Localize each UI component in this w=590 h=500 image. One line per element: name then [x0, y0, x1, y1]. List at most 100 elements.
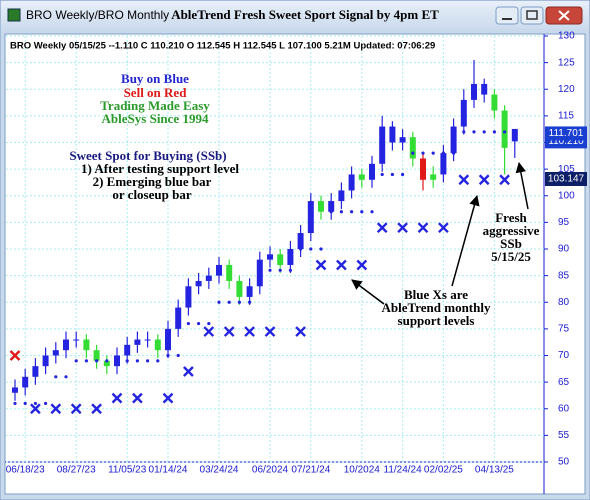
weekly-support-dot — [309, 247, 313, 251]
weekly-support-dot — [207, 321, 211, 326]
weekly-support-dot — [227, 300, 231, 304]
monthly-support-x — [478, 174, 490, 186]
x-tick-label: 06/2024 — [252, 465, 289, 476]
monthly-support-x — [376, 222, 388, 234]
monthly-support-x — [397, 222, 408, 234]
monthly-support-x — [264, 326, 276, 337]
monthly-support-x — [315, 259, 327, 271]
candle-body — [256, 259, 263, 287]
weekly-support-dot — [258, 268, 262, 272]
weekly-support-dot — [441, 151, 445, 155]
note: SSb — [500, 236, 522, 251]
y-tick-label: 55 — [558, 430, 570, 441]
y-tick-label: 60 — [558, 403, 570, 414]
weekly-support-dot — [23, 401, 27, 406]
price-label: 103.147 — [548, 174, 585, 185]
x-tick-label: 02/02/25 — [424, 465, 463, 476]
monthly-support-x — [111, 392, 123, 404]
weekly-support-dot — [197, 321, 201, 326]
candle-body — [32, 366, 39, 377]
candle-body — [307, 201, 314, 234]
candle-body — [471, 83, 477, 100]
maximize-button[interactable] — [520, 6, 544, 25]
chart-title: AbleTrend Fresh Sweet Sport Signal by 4p… — [171, 7, 439, 22]
candle-body — [236, 280, 243, 297]
price-label: 111.701 — [549, 128, 584, 139]
monthly-support-x — [499, 174, 510, 186]
weekly-support-dot — [248, 300, 252, 304]
weekly-support-dot — [482, 130, 486, 134]
weekly-support-dot — [176, 353, 180, 358]
candle-body — [175, 307, 182, 329]
candle-body — [409, 137, 416, 159]
weekly-support-dot — [299, 247, 303, 251]
candle-body — [420, 158, 426, 180]
note: 5/15/25 — [491, 249, 531, 264]
candle-body — [42, 355, 49, 367]
y-tick-label: 75 — [558, 324, 570, 335]
monthly-support-x — [223, 326, 235, 337]
note: 1) After testing support level — [81, 161, 239, 176]
candle-body — [63, 339, 69, 351]
x-tick-label: 11/24/24 — [384, 465, 423, 476]
candle-body — [165, 328, 171, 351]
weekly-support-dot — [421, 151, 425, 155]
candle-body — [338, 190, 345, 202]
monthly-support-x — [417, 222, 429, 234]
candle-body — [460, 99, 467, 127]
candle-body — [195, 280, 202, 287]
monthly-support-x — [183, 366, 194, 377]
weekly-support-dot — [84, 359, 88, 363]
weekly-support-dot — [288, 268, 292, 272]
candle-body — [267, 254, 273, 260]
note: AbleSys Since 1994 — [102, 111, 209, 126]
weekly-support-dot — [370, 210, 374, 214]
weekly-support-dot — [95, 359, 99, 363]
y-tick-label: 120 — [558, 84, 575, 95]
candle-body — [216, 264, 222, 276]
weekly-support-dot — [54, 375, 58, 379]
candle-body — [369, 163, 375, 180]
window-title: BRO Weekly/BRO Monthly — [26, 8, 169, 22]
y-tick-label: 130 — [558, 31, 575, 42]
weekly-support-dot — [350, 210, 354, 214]
candle-body — [328, 201, 335, 212]
x-tick-label: 07/21/24 — [291, 465, 330, 476]
candle-body — [12, 387, 18, 393]
weekly-support-dot — [217, 300, 221, 304]
arrow — [351, 279, 385, 305]
candle-body — [246, 286, 253, 297]
candle-body — [318, 201, 324, 212]
note: aggressive — [483, 223, 540, 238]
weekly-support-dot — [329, 210, 333, 214]
y-tick-label: 65 — [558, 377, 570, 388]
price-box — [545, 171, 587, 186]
price-box — [545, 126, 587, 141]
monthly-support-x — [91, 403, 102, 415]
weekly-support-dot — [462, 130, 466, 134]
minimize-button[interactable] — [495, 6, 519, 25]
x-tick-label: 06/18/23 — [6, 465, 45, 476]
monthly-support-x — [162, 392, 174, 404]
weekly-support-dot — [156, 359, 160, 363]
monthly-support-x — [244, 326, 255, 337]
candle-body — [103, 360, 110, 367]
candle-body — [501, 110, 508, 148]
weekly-support-dot — [278, 268, 282, 272]
note: Blue Xs are — [404, 287, 468, 302]
x-tick-label: 10/2024 — [344, 465, 381, 476]
monthly-support-x — [30, 403, 41, 415]
weekly-support-dot — [360, 210, 364, 214]
candle-body — [287, 249, 294, 265]
weekly-support-dot — [411, 151, 415, 155]
x-tick-label: 08/27/23 — [57, 465, 96, 476]
candle-body — [440, 153, 447, 175]
candle-body — [277, 254, 284, 265]
arrow — [515, 161, 529, 210]
monthly-support-x — [50, 403, 62, 415]
weekly-support-dot — [503, 130, 507, 134]
price-label: 110.210 — [548, 136, 584, 147]
candle-body — [491, 94, 498, 111]
